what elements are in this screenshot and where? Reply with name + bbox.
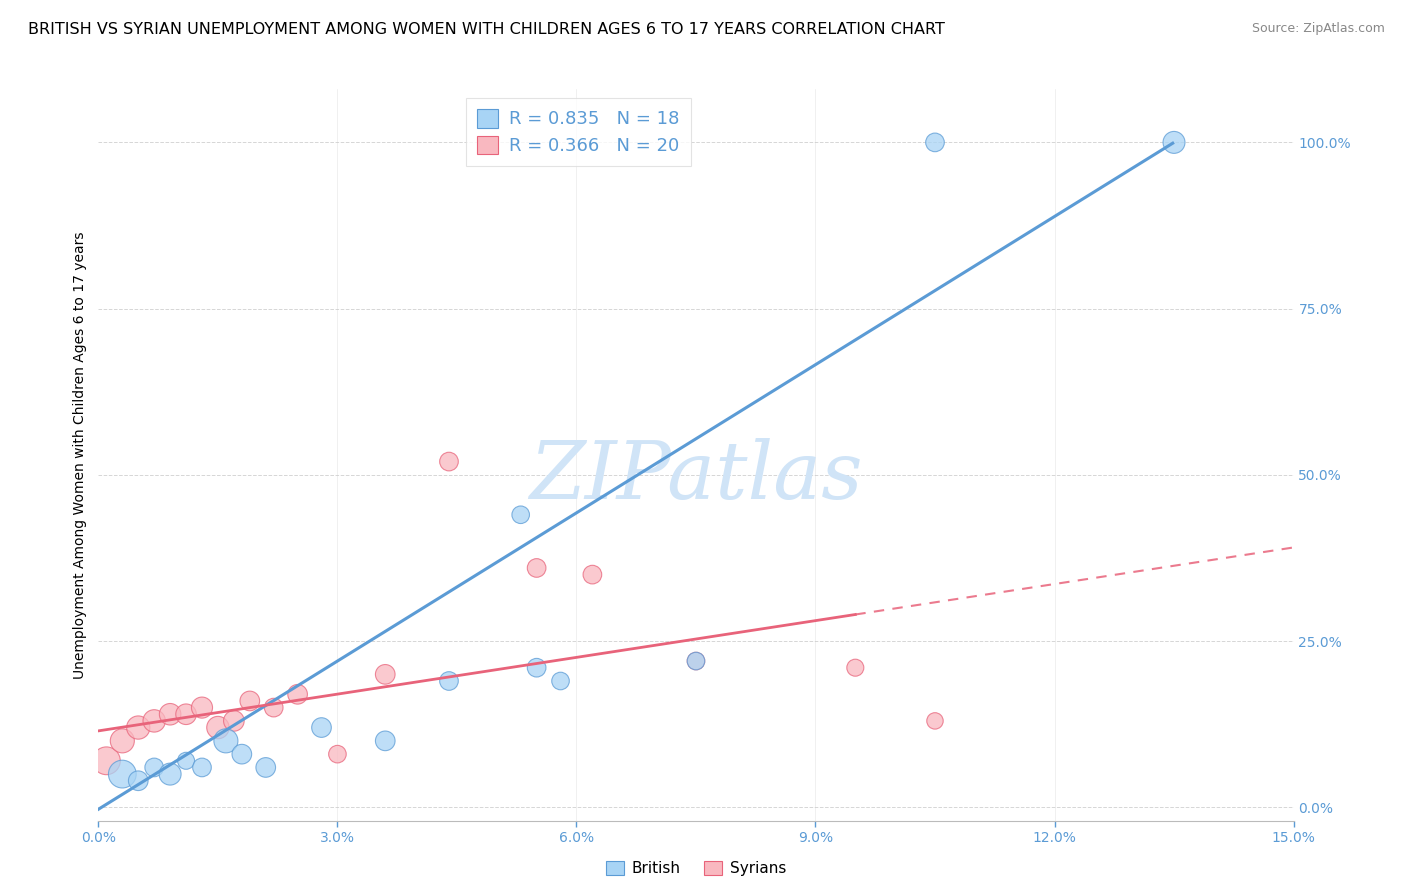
Point	[844, 661, 866, 675]
Text: ZIPatlas: ZIPatlas	[529, 438, 863, 516]
Point	[207, 721, 229, 735]
Point	[924, 714, 946, 728]
Point	[174, 754, 197, 768]
Point	[581, 567, 603, 582]
Point	[127, 773, 149, 788]
Point	[326, 747, 349, 761]
Legend: British, Syrians: British, Syrians	[600, 855, 792, 882]
Point	[374, 667, 396, 681]
Point	[526, 561, 548, 575]
Text: Source: ZipAtlas.com: Source: ZipAtlas.com	[1251, 22, 1385, 36]
Point	[191, 700, 214, 714]
Point	[526, 661, 548, 675]
Point	[239, 694, 262, 708]
Point	[222, 714, 245, 728]
Point	[509, 508, 531, 522]
Point	[311, 721, 333, 735]
Text: BRITISH VS SYRIAN UNEMPLOYMENT AMONG WOMEN WITH CHILDREN AGES 6 TO 17 YEARS CORR: BRITISH VS SYRIAN UNEMPLOYMENT AMONG WOM…	[28, 22, 945, 37]
Point	[96, 754, 118, 768]
Y-axis label: Unemployment Among Women with Children Ages 6 to 17 years: Unemployment Among Women with Children A…	[73, 231, 87, 679]
Point	[159, 707, 181, 722]
Point	[374, 734, 396, 748]
Point	[924, 136, 946, 150]
Point	[437, 673, 460, 688]
Point	[215, 734, 238, 748]
Point	[254, 760, 277, 774]
Point	[111, 767, 134, 781]
Point	[685, 654, 707, 668]
Point	[143, 760, 166, 774]
Point	[685, 654, 707, 668]
Point	[550, 673, 572, 688]
Point	[191, 760, 214, 774]
Point	[231, 747, 253, 761]
Point	[437, 454, 460, 468]
Point	[174, 707, 197, 722]
Point	[127, 721, 149, 735]
Point	[287, 687, 309, 701]
Point	[159, 767, 181, 781]
Point	[143, 714, 166, 728]
Point	[1163, 136, 1185, 150]
Point	[263, 700, 285, 714]
Point	[111, 734, 134, 748]
